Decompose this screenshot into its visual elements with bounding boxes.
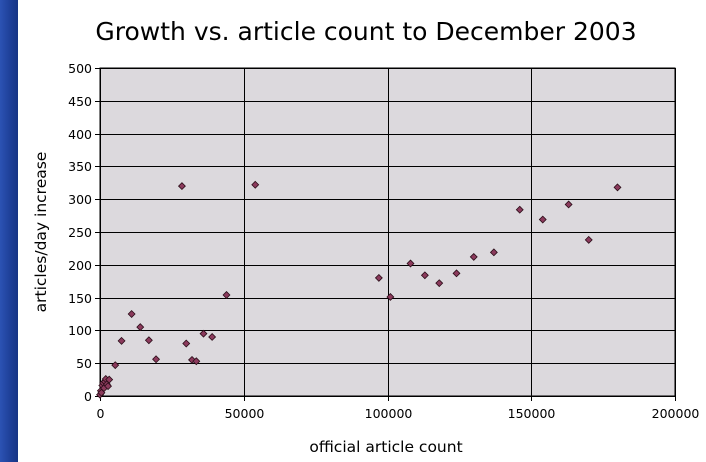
x-axis-label: official article count — [309, 438, 462, 456]
data-point — [192, 357, 201, 366]
y-tick-label: 200 — [68, 258, 92, 273]
x-tick-label: 200000 — [652, 406, 700, 421]
data-point — [613, 183, 622, 192]
data-point — [182, 339, 191, 348]
data-point — [152, 355, 161, 364]
data-point — [374, 273, 383, 282]
data-point — [564, 200, 573, 209]
data-point — [136, 323, 145, 332]
y-axis-label: articles/day increase — [32, 152, 50, 313]
x-tick-label: 0 — [97, 406, 105, 421]
data-point — [251, 180, 260, 189]
y-tick-label: 350 — [68, 159, 92, 174]
data-point — [222, 291, 231, 299]
x-tick-label: 100000 — [365, 406, 413, 421]
data-point — [406, 259, 415, 268]
x-tick-label: 50000 — [225, 406, 265, 421]
data-point — [489, 248, 498, 257]
data-point — [538, 215, 547, 224]
y-tick-label: 250 — [68, 225, 92, 240]
data-point — [420, 271, 429, 280]
data-point — [144, 336, 153, 345]
data-point — [105, 375, 114, 384]
axis-ticks: 0 50 100 150 200 250 300 350 400 450 500 0 50000 1000… — [68, 61, 699, 421]
data-point — [104, 382, 113, 391]
y-tick-label: 0 — [84, 389, 92, 404]
data-point — [208, 332, 217, 341]
x-tick-label: 150000 — [508, 406, 556, 421]
data-point — [435, 279, 444, 288]
y-tick-label: 100 — [68, 323, 92, 338]
data-point — [452, 269, 461, 278]
y-tick-label: 450 — [68, 94, 92, 109]
data-point — [584, 235, 593, 244]
chart-panel: Growth vs. article count to December 200… — [18, 0, 706, 462]
data-point — [127, 310, 136, 318]
y-tick-label: 500 — [68, 61, 92, 76]
y-tick-label: 150 — [68, 291, 92, 306]
data-point — [469, 252, 478, 261]
y-tick-label: 400 — [68, 127, 92, 142]
data-point — [177, 182, 186, 191]
data-points — [96, 180, 622, 399]
scatter-chart: Growth vs. article count to December 200… — [32, 17, 699, 456]
y-tick-label: 50 — [76, 356, 92, 371]
data-point — [199, 329, 208, 338]
chart-title: Growth vs. article count to December 200… — [95, 17, 636, 46]
data-point — [386, 292, 395, 301]
data-point — [111, 361, 120, 370]
data-point — [515, 205, 524, 214]
y-tick-label: 300 — [68, 192, 92, 207]
data-point — [117, 336, 126, 345]
